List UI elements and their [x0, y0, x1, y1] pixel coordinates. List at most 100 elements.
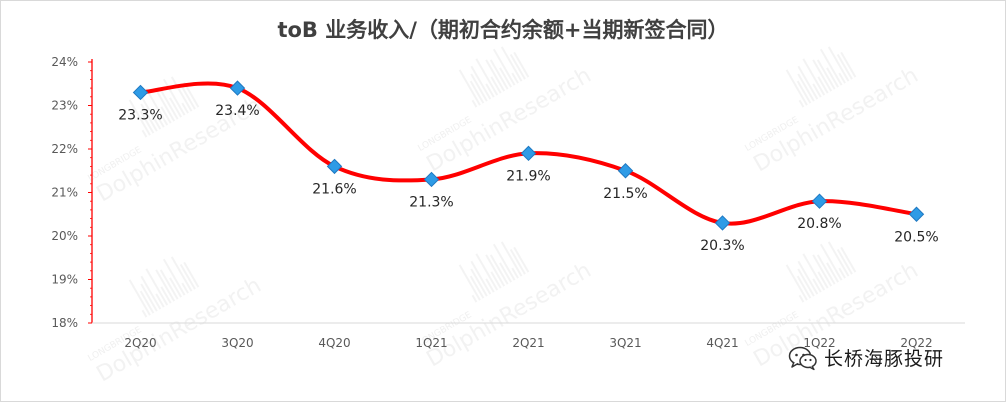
watermark-bar [796, 80, 812, 104]
watermark-bar [183, 261, 200, 288]
watermark-bar [492, 243, 516, 281]
watermark-bar [139, 290, 155, 314]
watermark-bar [840, 246, 857, 273]
y-tick-label: 18% [51, 316, 78, 330]
y-tick-label: 24% [51, 55, 78, 69]
data-point-marker [423, 171, 440, 188]
axes: 18% 19% 20% 21% 22% 23% 24% 2Q20 3Q20 4Q20 1Q21 2Q2… [51, 55, 965, 350]
data-point-marker [714, 215, 731, 231]
watermark-bar [511, 267, 519, 279]
watermark-bar [140, 95, 162, 130]
watermark-bar [475, 253, 499, 291]
watermark-bar [785, 264, 808, 301]
data-label: 23.4% [215, 103, 259, 119]
watermark-bar [485, 254, 506, 287]
watermark-bar [840, 51, 857, 78]
watermark-bar [469, 275, 485, 299]
watermark-bar [816, 254, 836, 285]
data-point-marker [617, 163, 634, 179]
watermark-bar [500, 46, 523, 82]
watermark-bar [485, 59, 506, 92]
watermark-bar [141, 129, 148, 138]
watermark-bar [838, 267, 846, 279]
watermark-bar [836, 248, 853, 275]
watermark-bar [490, 76, 502, 94]
data-point-marker [229, 80, 246, 96]
y-tick-label: 22% [51, 142, 78, 156]
x-tick-label: 3Q21 [609, 336, 641, 350]
x-tick-label: 1Q21 [415, 336, 447, 350]
watermark-bar [128, 99, 151, 136]
watermark-bar [819, 48, 843, 86]
watermark-bar [485, 278, 495, 293]
data-point-marker [326, 158, 343, 175]
data-label: 23.3% [118, 107, 162, 123]
footer-brand: 长桥海豚投研 [788, 344, 944, 371]
watermark-bar [492, 48, 516, 86]
watermark-bar [812, 59, 833, 92]
watermark-bar [797, 73, 815, 102]
watermark-bar [470, 260, 492, 295]
watermark-bar [511, 72, 519, 84]
watermark-bar [181, 102, 189, 114]
watermark-bar [819, 243, 843, 281]
wechat-icon [788, 346, 817, 370]
footer-brand-text: 长桥海豚投研 [824, 348, 945, 370]
watermark-bar [470, 73, 488, 102]
data-label: 21.6% [312, 181, 356, 197]
watermark-bar [160, 106, 172, 124]
watermark-bar [169, 97, 182, 118]
data-point-marker [520, 145, 537, 162]
watermark-bar [513, 246, 530, 273]
watermark-bar [500, 241, 523, 277]
data-label: 20.5% [894, 229, 938, 245]
watermark-bar [812, 83, 822, 98]
watermark-bar [796, 275, 812, 299]
watermark-bar [797, 260, 819, 295]
watermark-main-text: DolphinResearch [93, 273, 266, 387]
data-label: 21.9% [506, 168, 550, 184]
watermark-bar [470, 65, 492, 100]
watermark-bar [826, 67, 839, 88]
watermark-bar [179, 83, 196, 110]
data-point-marker [811, 193, 828, 209]
watermark-bar [169, 277, 182, 298]
watermark-bar [798, 99, 805, 108]
chart-title: toB 业务收入/（期初合约余额+当期新签合同） [277, 18, 729, 42]
watermark-bar [470, 268, 488, 297]
x-tick-label: 3Q20 [221, 336, 253, 350]
watermark-bar [509, 248, 526, 275]
watermark-bar [159, 89, 179, 120]
watermark-bar [509, 53, 526, 80]
watermark-main-text: DolphinResearch [423, 63, 596, 177]
y-tick-label: 19% [51, 273, 78, 287]
watermark-bar [139, 110, 155, 134]
watermark-bar [812, 254, 833, 287]
watermark-bar [798, 294, 805, 303]
watermark-bar [159, 269, 179, 300]
watermark-bar [816, 59, 836, 90]
watermark-bar [140, 275, 162, 310]
plot-area: 23.3% 23.4% 21.6% 21.3% 21.9% 21.5% 20.3% 20.8%… [118, 80, 939, 254]
x-tick-label: 4Q20 [318, 336, 350, 350]
watermark-bar [471, 99, 478, 108]
y-tick-label: 21% [51, 186, 78, 200]
watermark-bar [155, 89, 176, 122]
watermark-bar [489, 254, 509, 285]
watermark-bar [140, 103, 158, 132]
data-label: 21.5% [603, 186, 647, 202]
data-label: 20.3% [700, 238, 744, 254]
watermark-main-text: DolphinResearch [423, 258, 596, 372]
watermark-bar [458, 264, 481, 301]
watermark-bar [827, 46, 850, 82]
watermark-bar [128, 279, 151, 316]
watermark-bar [485, 83, 495, 98]
x-tick-label: 2Q21 [512, 336, 544, 350]
watermark-bar [471, 294, 478, 303]
watermark-bar [797, 268, 815, 297]
data-point-marker [908, 206, 925, 222]
data-point-marker [132, 84, 149, 101]
watermark-bar [145, 88, 169, 126]
